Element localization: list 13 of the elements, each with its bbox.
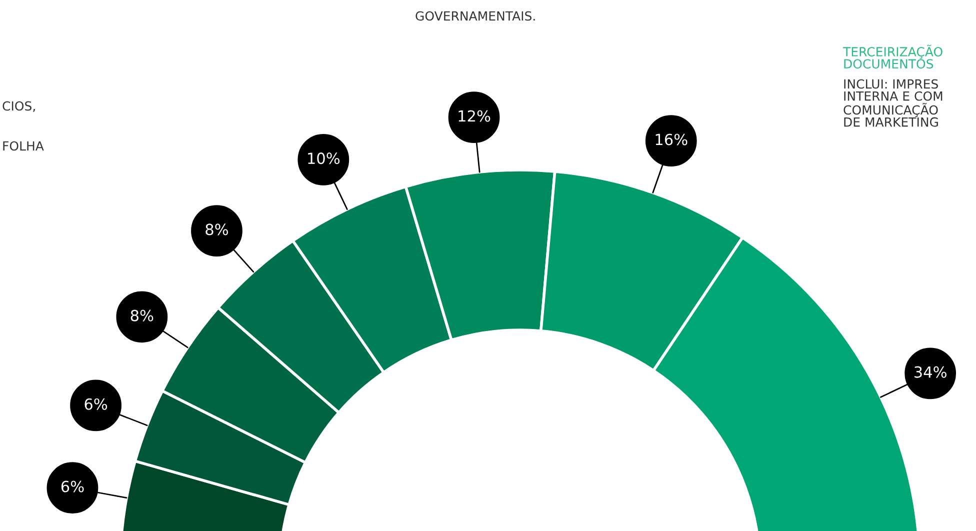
data-label: 34% bbox=[914, 366, 946, 378]
data-label: 8% bbox=[130, 310, 154, 322]
text: TERCEIRIZAÇÃO DOCUMENTOS bbox=[842, 44, 942, 69]
data-label: 16% bbox=[656, 134, 688, 146]
text: GOVERNAMENTAIS. bbox=[416, 11, 535, 21]
data-label: 12% bbox=[458, 110, 490, 122]
text: CIOS, bbox=[2, 101, 35, 112]
data-label: 10% bbox=[308, 152, 340, 164]
data-label: 6% bbox=[61, 480, 84, 492]
data-label: 6% bbox=[84, 398, 108, 410]
data-label: 8% bbox=[206, 224, 228, 236]
text: FOLHA bbox=[3, 141, 44, 151]
text: INCLUI: IMPRES INTERNA E COM COMUNICAÇÃO DE MARKETING bbox=[844, 79, 942, 127]
